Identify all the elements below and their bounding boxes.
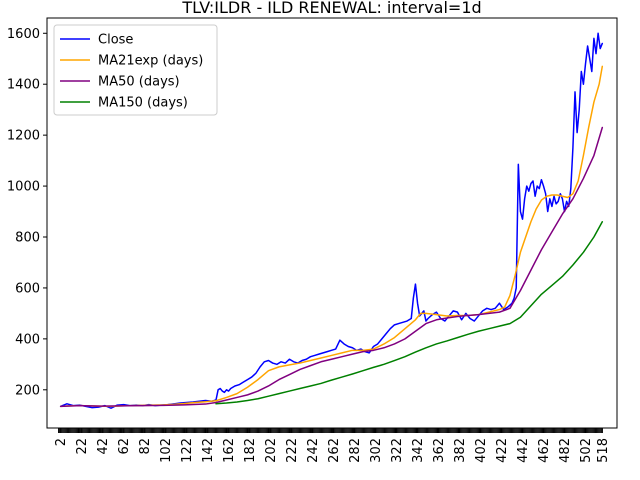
y-tick-label: 1000 bbox=[7, 180, 40, 195]
x-tick-label: 182 bbox=[243, 438, 258, 463]
legend-label: Close bbox=[98, 33, 133, 48]
legend-box bbox=[53, 24, 218, 116]
y-tick-label: 400 bbox=[15, 332, 40, 347]
legend-label: MA21exp (days) bbox=[98, 54, 203, 69]
x-tick-label: 242 bbox=[306, 438, 321, 463]
axis-layer: 2 22 42 62 82 102 122 142 162 182 202 222 242 262 282 3… bbox=[7, 27, 611, 463]
x-tick-label: 202 bbox=[264, 438, 279, 463]
x-tick-label: 402 bbox=[474, 438, 489, 463]
x-tick-label: 302 bbox=[369, 438, 384, 463]
legend: Close MA21exp (days) MA50 (days) MA150 (day… bbox=[53, 24, 218, 116]
x-tick-label: 122 bbox=[180, 438, 195, 463]
y-tick-label: 1400 bbox=[7, 78, 40, 93]
y-tick-label: 1600 bbox=[7, 27, 40, 42]
plot-area-frame bbox=[46, 17, 618, 429]
x-tick-label: 62 bbox=[117, 438, 132, 455]
x-tick-label: 518 bbox=[596, 438, 611, 463]
series-layer bbox=[59, 32, 604, 409]
x-tick-label: 22 bbox=[75, 438, 90, 455]
y-tick-label: 800 bbox=[15, 231, 40, 246]
series-line-ma150-days bbox=[215, 220, 604, 405]
x-tick-label: 482 bbox=[558, 438, 573, 463]
chart-title: TLV:ILDR - ILD RENEWAL: interval=1d bbox=[181, 0, 481, 17]
y-tick-label: 1200 bbox=[7, 129, 40, 144]
x-tick-label: 362 bbox=[432, 438, 447, 463]
x-tick-label: 102 bbox=[159, 438, 174, 463]
x-tick-label: 282 bbox=[348, 438, 363, 463]
x-tick-label: 462 bbox=[537, 438, 552, 463]
legend-label: MA50 (days) bbox=[98, 75, 180, 90]
x-tick-label: 382 bbox=[453, 438, 468, 463]
y-tick-label: 200 bbox=[15, 383, 40, 398]
y-tick-label: 600 bbox=[15, 281, 40, 296]
x-tick-label: 2 bbox=[54, 438, 69, 446]
x-tick-label: 342 bbox=[411, 438, 426, 463]
x-tick-label: 162 bbox=[222, 438, 237, 463]
x-tick-label: 262 bbox=[327, 438, 342, 463]
legend-label: MA150 (days) bbox=[98, 96, 188, 111]
x-tick-label: 82 bbox=[138, 438, 153, 455]
x-tick-label: 422 bbox=[495, 438, 510, 463]
x-tick-label: 322 bbox=[390, 438, 405, 463]
series-line-ma50-days bbox=[59, 126, 604, 408]
x-tick-label: 442 bbox=[516, 438, 531, 463]
x-tick-label: 502 bbox=[579, 438, 594, 463]
x-tick-label: 142 bbox=[201, 438, 216, 463]
x-tick-label: 42 bbox=[96, 438, 111, 455]
x-tick-label: 222 bbox=[285, 438, 300, 463]
